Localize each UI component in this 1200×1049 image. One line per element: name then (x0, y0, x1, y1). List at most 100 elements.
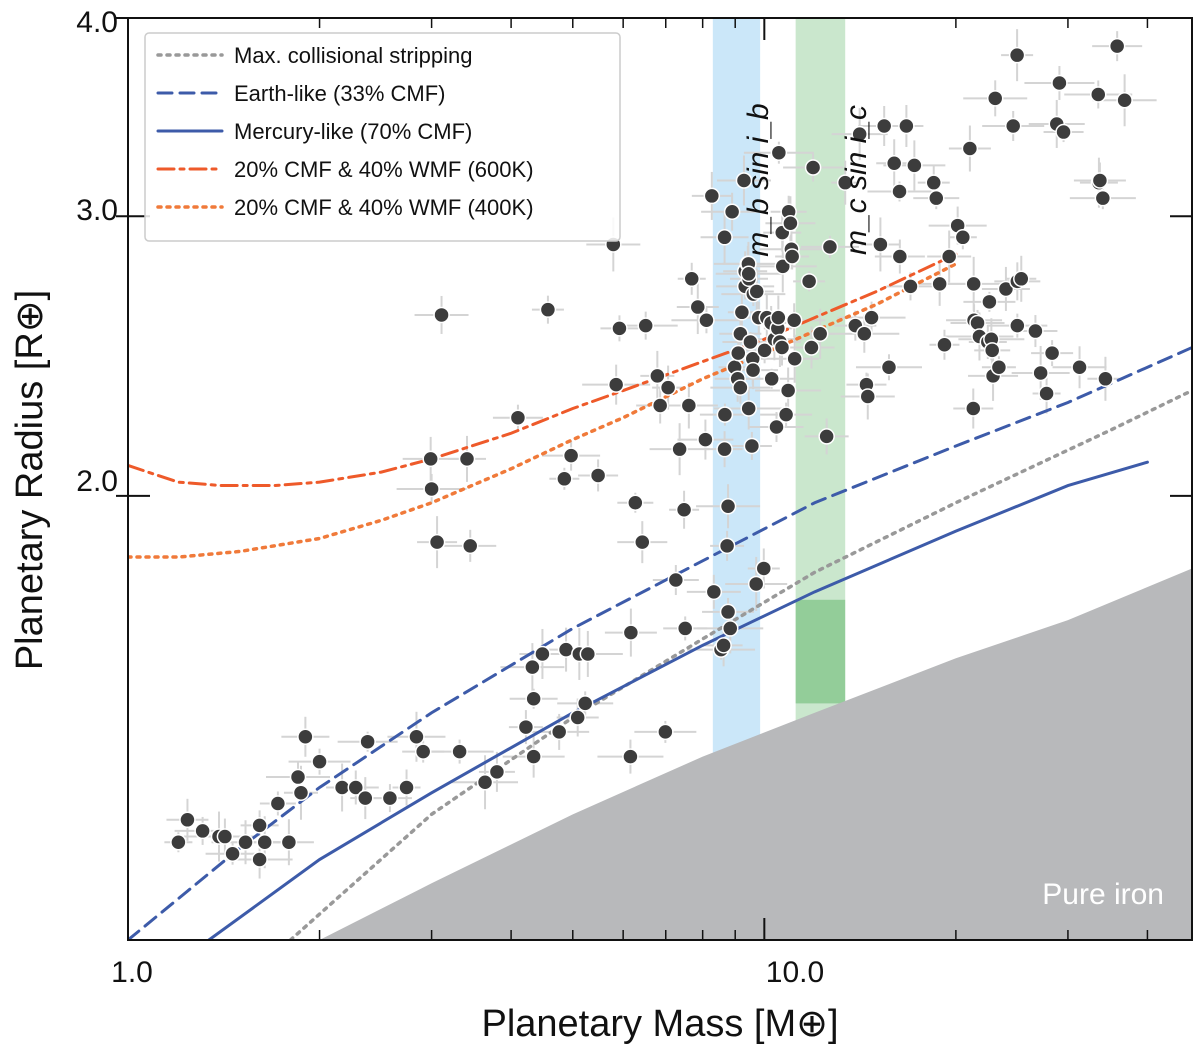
band-label-mc: m_c sin i_c (840, 105, 873, 255)
planet-point-2 (195, 823, 210, 838)
planet-point-167 (991, 360, 1006, 375)
planet-point-28 (452, 744, 467, 759)
planet-point-173 (1014, 271, 1029, 286)
planet-point-157 (966, 276, 981, 291)
planet-point-64 (678, 621, 693, 636)
planet-point-112 (774, 340, 789, 355)
planet-point-138 (864, 310, 879, 325)
planet-point-186 (1098, 371, 1113, 386)
planet-point-6 (238, 835, 253, 850)
planet-point-166 (988, 91, 1003, 106)
planet-point-159 (970, 315, 985, 330)
planet-point-90 (743, 334, 758, 349)
planet-point-19 (358, 791, 373, 806)
planet-point-21 (409, 729, 424, 744)
planet-point-16 (335, 780, 350, 795)
planet-point-164 (985, 343, 1000, 358)
y-tick-label-4: 4.0 (76, 6, 118, 39)
planet-point-151 (937, 337, 952, 352)
planet-point-141 (881, 360, 896, 375)
planet-point-67 (690, 300, 705, 315)
planet-point-31 (478, 775, 493, 790)
band-label-mb: m_b sin i_b (742, 103, 775, 256)
planet-point-81 (725, 204, 740, 219)
planet-point-7 (252, 818, 267, 833)
planet-point-101 (749, 284, 764, 299)
planet-point-135 (857, 326, 872, 341)
planet-point-18 (360, 734, 375, 749)
planet-point-121 (783, 216, 798, 231)
planet-point-155 (962, 141, 977, 156)
planet-point-148 (926, 175, 941, 190)
planet-point-125 (787, 313, 802, 328)
planet-point-29 (460, 451, 475, 466)
planet-point-27 (434, 307, 449, 322)
planet-point-188 (1117, 93, 1132, 108)
planet-point-71 (706, 584, 721, 599)
planet-point-137 (860, 389, 875, 404)
planet-point-184 (1092, 173, 1107, 188)
planet-point-39 (535, 646, 550, 661)
planet-point-146 (903, 279, 918, 294)
planet-point-4 (217, 829, 232, 844)
planet-point-114 (771, 310, 786, 325)
planet-point-104 (756, 561, 771, 576)
planet-point-76 (717, 442, 732, 457)
planet-point-22 (399, 780, 414, 795)
planet-point-179 (1052, 76, 1067, 91)
planet-point-69 (699, 313, 714, 328)
planet-point-9 (252, 852, 267, 867)
planet-point-182 (1091, 87, 1106, 102)
planet-point-147 (907, 158, 922, 173)
planet-point-26 (430, 535, 445, 550)
planet-point-176 (1039, 386, 1054, 401)
planet-point-187 (1110, 39, 1125, 54)
planet-point-130 (819, 429, 834, 444)
planet-point-48 (591, 468, 606, 483)
planet-point-47 (580, 646, 595, 661)
planet-point-1 (180, 812, 195, 827)
planet-point-53 (623, 749, 638, 764)
planet-point-139 (873, 237, 888, 252)
planet-point-14 (298, 729, 313, 744)
planet-point-75 (723, 621, 738, 636)
planet-point-73 (716, 638, 731, 653)
planet-point-124 (787, 351, 802, 366)
planet-point-52 (623, 625, 638, 640)
planet-point-61 (668, 573, 683, 588)
legend-label-4: 20% CMF & 40% WMF (400K) (234, 195, 534, 220)
planet-point-35 (518, 720, 533, 735)
planet-point-127 (804, 340, 819, 355)
planet-point-50 (609, 377, 624, 392)
x-axis-title: Planetary Mass [M⊕] (481, 1003, 838, 1045)
planet-point-68 (698, 432, 713, 447)
y-tick-label-3: 3.0 (76, 194, 118, 227)
planet-point-185 (1095, 191, 1110, 206)
planet-point-62 (672, 442, 687, 457)
planet-point-13 (293, 785, 308, 800)
planet-point-74 (721, 604, 736, 619)
planet-point-23 (416, 744, 431, 759)
planet-point-91 (741, 401, 756, 416)
planet-point-108 (764, 371, 779, 386)
planet-point-46 (578, 696, 593, 711)
planet-point-12 (291, 770, 306, 785)
legend-label-1: Earth-like (33% CMF) (234, 81, 445, 106)
planet-point-58 (653, 398, 668, 413)
planet-point-41 (557, 471, 572, 486)
planet-point-38 (540, 302, 555, 317)
planet-point-180 (1056, 125, 1071, 140)
planet-point-99 (746, 363, 761, 378)
x-tick-label-10: 10.0 (766, 956, 824, 989)
planet-point-54 (628, 495, 643, 510)
planet-point-24 (423, 451, 438, 466)
planet-point-162 (982, 294, 997, 309)
legend: Max. collisional strippingEarth-like (33… (145, 33, 620, 241)
planet-point-177 (1045, 346, 1060, 361)
planet-point-129 (813, 326, 828, 341)
planet-point-77 (717, 407, 732, 422)
planet-point-172 (1010, 318, 1025, 333)
planet-point-152 (942, 249, 957, 264)
planet-point-175 (1033, 366, 1048, 381)
planet-point-33 (510, 410, 525, 425)
